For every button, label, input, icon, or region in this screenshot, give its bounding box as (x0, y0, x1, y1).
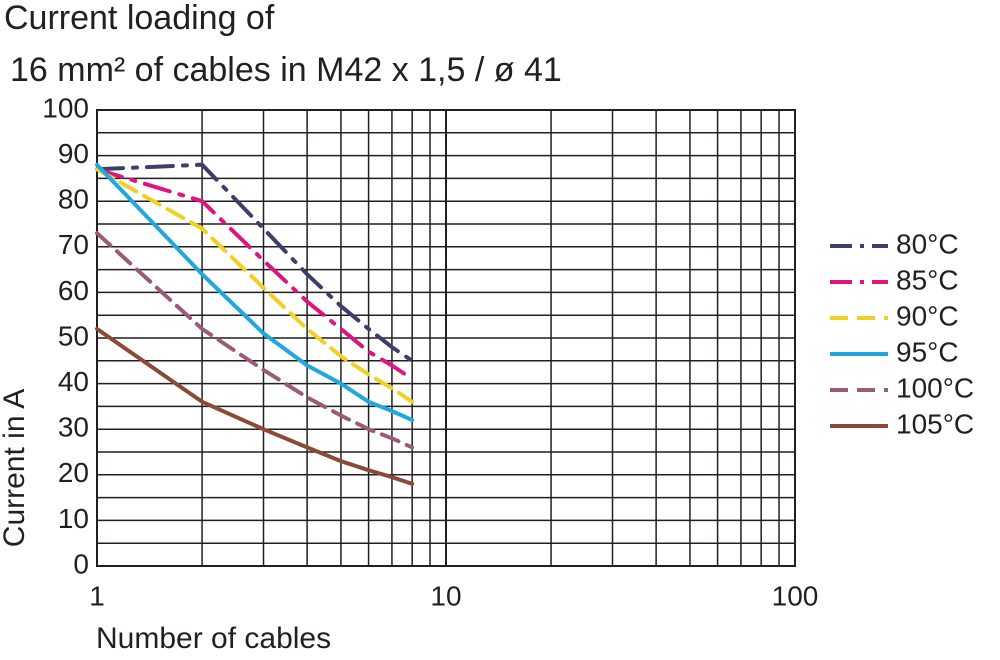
plot-frame (96, 109, 796, 567)
series-line (95, 162, 415, 363)
legend-label: 100°C (896, 372, 974, 403)
y-tick-label: 60 (58, 275, 89, 306)
legend-label: 80°C (896, 228, 959, 259)
series-line (95, 231, 415, 450)
x-tick-label: 100 (772, 580, 819, 611)
y-tick-label: 90 (58, 138, 89, 169)
y-tick-label: 20 (58, 457, 89, 488)
y-tick-label: 70 (58, 229, 89, 260)
y-tick-label: 50 (58, 320, 89, 351)
y-tick-label: 40 (58, 366, 89, 397)
series-line (95, 162, 415, 423)
series-line (95, 167, 415, 404)
series-line (95, 326, 415, 486)
series-line (95, 167, 415, 381)
x-axis-label: Number of cables (96, 622, 331, 655)
y-tick-label: 0 (73, 548, 89, 579)
legend-label: 105°C (896, 408, 974, 439)
legend-label: 95°C (896, 336, 959, 367)
x-tick-label: 1 (89, 580, 105, 611)
x-tick-label: 10 (430, 580, 461, 611)
y-tick-label: 100 (42, 92, 89, 123)
legend-label: 85°C (896, 264, 959, 295)
chart-title: Current loading of (4, 0, 275, 37)
chart-title: 16 mm² of cables in M42 x 1,5 / ø 41 (10, 51, 562, 89)
legend-label: 90°C (896, 300, 959, 331)
y-axis-label: Current in A (0, 389, 31, 547)
y-tick-label: 30 (58, 412, 89, 443)
y-tick-label: 10 (58, 503, 89, 534)
y-tick-label: 80 (58, 184, 89, 215)
